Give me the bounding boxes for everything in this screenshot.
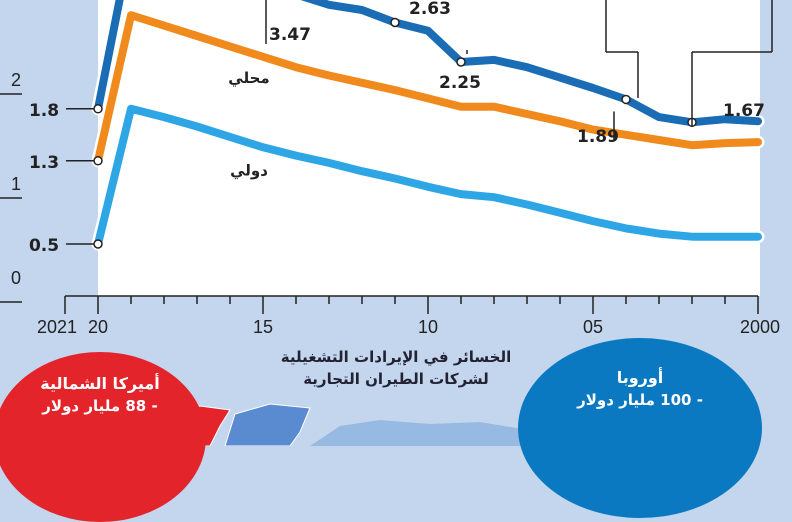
europe-value: - 100 مليار دولار [577, 391, 703, 409]
point-label: 2.25 [439, 73, 481, 93]
europe-bubble: أوروبا - 100 مليار دولار [518, 338, 762, 518]
line-chart: محلي دولي 2021 20 15 10 05 2000 0 1 2 1.8 1.3 0.5 3.… [0, 0, 780, 337]
europe-name: أوروبا [616, 368, 664, 387]
y-tick-label: 1 [11, 174, 21, 194]
x-tick-label: 10 [418, 317, 438, 337]
series-line-1 [94, 11, 762, 165]
point-label: 1.3 [29, 153, 59, 173]
x-tick-label: 2000 [740, 317, 780, 337]
point-label: 1.89 [577, 127, 619, 147]
map-caption: الخسائر في الإيرادات التشغيلية لشركات ال… [258, 346, 534, 390]
point-label: 0.5 [29, 236, 59, 256]
x-tick-label: 15 [253, 317, 273, 337]
north-america-name: أميركا الشمالية [40, 374, 160, 393]
axes: 2021 20 15 10 05 2000 0 1 2 [0, 70, 780, 337]
point-marker [93, 104, 103, 114]
series-group: محلي دولي [91, 0, 765, 251]
point-marker [621, 94, 631, 105]
point-label: 1.67 [723, 101, 765, 121]
caption-line-2: لشركات الطيران التجارية [303, 370, 489, 388]
point-marker [93, 156, 103, 166]
y-tick-label: 2 [11, 70, 21, 90]
map-greenland [224, 403, 311, 446]
series-line-0 [94, 0, 762, 127]
point-label: 3.47 [269, 25, 311, 45]
point-label: 1.8 [29, 101, 59, 121]
series-name-1: محلي [228, 69, 269, 87]
north-america-bubble: أميركا الشمالية - 88 مليار دولار [0, 352, 206, 522]
point-labels: 1.8 1.3 0.5 3.47 2.63 2.25 1.89 1.67 [29, 0, 773, 256]
map-landmass [310, 420, 560, 446]
point-marker [93, 239, 103, 249]
series-name-2: دولي [230, 161, 268, 179]
y-tick-label: 0 [11, 268, 21, 288]
plot-background [98, 0, 760, 296]
point-marker [390, 17, 400, 28]
x-tick-label: 20 [88, 317, 108, 337]
series-line-2 [94, 104, 762, 248]
point-marker [456, 57, 466, 67]
x-tick-label: 2021 [37, 317, 77, 337]
north-america-value: - 88 مليار دولار [42, 397, 158, 415]
point-label: 2.63 [409, 0, 451, 19]
x-tick-label: 05 [583, 317, 603, 337]
caption-line-1: الخسائر في الإيرادات التشغيلية [280, 348, 512, 366]
